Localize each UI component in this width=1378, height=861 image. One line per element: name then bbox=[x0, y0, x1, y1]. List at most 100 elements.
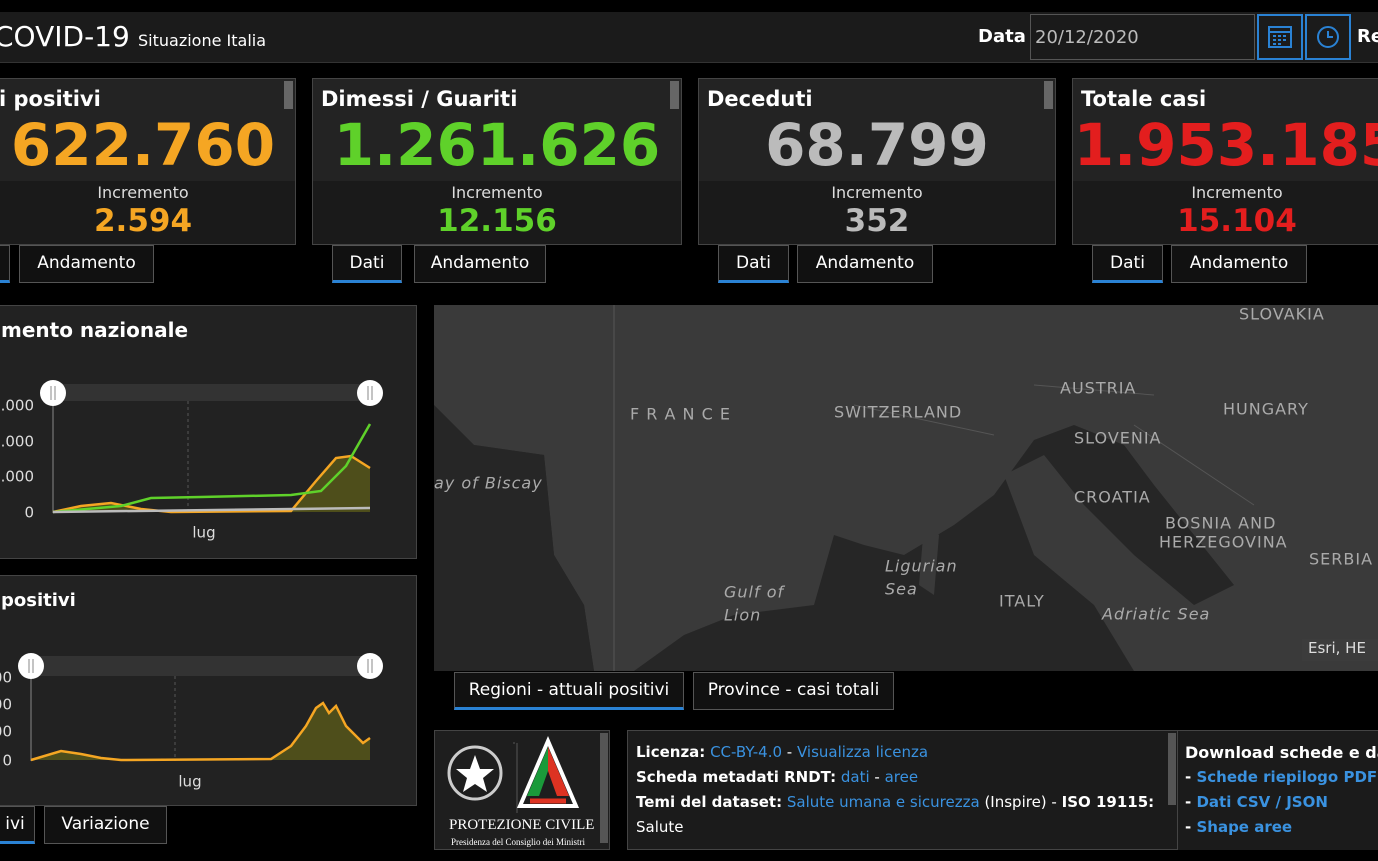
shape bbox=[31, 656, 370, 676]
map-label: ay of Biscay bbox=[434, 474, 543, 493]
tab[interactable]: Dati bbox=[332, 245, 402, 283]
x-tick-label: lug bbox=[178, 773, 201, 791]
date-input[interactable]: 20/12/2020 bbox=[1030, 14, 1255, 60]
info-line: Temi del dataset: Salute umana e sicurez… bbox=[636, 793, 1169, 818]
y-tick-label: .000 bbox=[1, 468, 34, 486]
y-tick-label: .000 bbox=[1, 433, 34, 451]
tab: ivi bbox=[0, 806, 35, 844]
card-title: i positivi bbox=[0, 87, 101, 111]
card-title: Deceduti bbox=[707, 87, 813, 111]
map-label: CROATIA bbox=[1074, 488, 1151, 507]
attribution: Esri, HE bbox=[1302, 639, 1378, 661]
shape bbox=[527, 747, 548, 796]
tab[interactable] bbox=[0, 245, 10, 283]
bullet: - bbox=[1185, 768, 1191, 786]
app-title: COVID-19 bbox=[0, 20, 130, 53]
scrollbar bbox=[284, 81, 293, 109]
link[interactable]: dati bbox=[841, 768, 870, 786]
map-label: SLOVENIA bbox=[1074, 429, 1162, 448]
link[interactable]: CC-BY-4.0 bbox=[710, 743, 782, 761]
card-title: Dimessi / Guariti bbox=[321, 87, 517, 111]
shape bbox=[40, 380, 66, 406]
app-subtitle: Situazione Italia bbox=[138, 31, 266, 50]
separator: - bbox=[782, 743, 797, 761]
link[interactable]: Schede riepilogo PDF bbox=[1196, 768, 1377, 786]
y-tick-label: 00 bbox=[0, 669, 12, 687]
tab[interactable]: Andamento bbox=[797, 245, 933, 283]
scrollbar bbox=[1168, 733, 1176, 805]
y-tick-label: .000 bbox=[1, 397, 34, 415]
download-item: - Shape aree bbox=[1185, 818, 1371, 843]
shape bbox=[18, 653, 44, 679]
map-label: Ligurian bbox=[885, 557, 958, 576]
x-tick-label: lug bbox=[192, 524, 215, 542]
y-tick-label: 00 bbox=[0, 696, 12, 714]
tab: Variazione bbox=[44, 806, 167, 844]
stat-card: Deceduti68.799Incremento352 bbox=[698, 78, 1056, 245]
shape bbox=[1328, 31, 1333, 37]
tab[interactable]: Andamento bbox=[19, 245, 154, 283]
scrollbar bbox=[670, 81, 679, 109]
map[interactable]: SLOVAKIAF R A N C ESWITZERLANDAUSTRIAHUN… bbox=[434, 305, 1378, 671]
increment-value: 2.594 bbox=[0, 203, 295, 239]
label: Licenza: bbox=[636, 743, 705, 761]
cut-label: Re bbox=[1357, 26, 1378, 47]
link[interactable]: Dati CSV / JSON bbox=[1196, 793, 1327, 811]
tab[interactable]: Dati bbox=[1092, 245, 1163, 283]
map-label: BOSNIA AND bbox=[1165, 514, 1276, 533]
link[interactable]: Visualizza licenza bbox=[797, 743, 928, 761]
y-tick-label: 0 bbox=[24, 504, 34, 522]
logo-name: PROTEZIONE CIVILE bbox=[449, 817, 594, 834]
stat-card: Dimessi / Guariti1.261.626Incremento12.1… bbox=[312, 78, 682, 245]
map-canvas: SLOVAKIAF R A N C ESWITZERLANDAUSTRIAHUN… bbox=[434, 305, 1378, 671]
map-label: SERBIA bbox=[1309, 550, 1373, 569]
tab[interactable]: Dati bbox=[718, 245, 789, 283]
stat-card: Totale casi1.953.185Incremento15.104 bbox=[1072, 78, 1378, 245]
date-label: Data bbox=[978, 26, 1026, 47]
scrollbar bbox=[1044, 81, 1053, 109]
link[interactable]: aree bbox=[885, 768, 919, 786]
map-label: SWITZERLAND bbox=[834, 403, 962, 422]
tab: Province - casi totali bbox=[693, 672, 894, 710]
label: Temi del dataset: bbox=[636, 793, 782, 811]
calendar-button[interactable] bbox=[1257, 14, 1303, 60]
download-item: - Dati CSV / JSON bbox=[1185, 793, 1371, 818]
stat-card: i positivi622.760 Incremento2.594 bbox=[0, 78, 296, 245]
positives-chart: 0000000lug bbox=[0, 576, 416, 805]
calendar-icon bbox=[1259, 16, 1301, 58]
increment-label: Incremento bbox=[0, 183, 295, 202]
card-title: Totale casi bbox=[1081, 87, 1206, 111]
text: (Inspire) - bbox=[984, 793, 1056, 811]
increment-label: Incremento bbox=[313, 183, 681, 202]
map-label: Lion bbox=[724, 606, 761, 625]
info-panel: Licenza: CC-BY-4.0 - Visualizza licenza … bbox=[627, 730, 1178, 850]
download-item: - Schede riepilogo PDF bbox=[1185, 768, 1371, 793]
tab[interactable]: Andamento bbox=[1171, 245, 1307, 283]
shape bbox=[357, 653, 383, 679]
separator: - bbox=[870, 768, 885, 786]
logos bbox=[435, 731, 605, 816]
increment-value: 12.156 bbox=[313, 203, 681, 239]
time-button[interactable] bbox=[1305, 14, 1351, 60]
shape: 0000000lug bbox=[0, 669, 202, 791]
link[interactable]: Salute umana e sicurezza bbox=[787, 793, 980, 811]
shape bbox=[513, 743, 517, 813]
trend-panel: mento nazionale .000.000.0000lug bbox=[0, 305, 417, 559]
tab[interactable]: Andamento bbox=[414, 245, 546, 283]
map-label: SLOVAKIA bbox=[1239, 305, 1325, 324]
map-label: ITALY bbox=[999, 592, 1045, 611]
header: COVID-19 Situazione Italia Data 20/12/20… bbox=[0, 12, 1378, 63]
map-label: HERZEGOVINA bbox=[1159, 533, 1288, 552]
bullet: - bbox=[1185, 793, 1191, 811]
tab: Regioni - attuali positivi bbox=[454, 672, 684, 710]
link[interactable]: Shape aree bbox=[1196, 818, 1292, 836]
map-label: F R A N C E bbox=[630, 405, 731, 424]
increment-value: 352 bbox=[699, 203, 1055, 239]
shape bbox=[357, 380, 383, 406]
shape bbox=[53, 384, 370, 401]
map-label: Sea bbox=[885, 580, 918, 599]
label: Scheda metadati RNDT: bbox=[636, 768, 836, 786]
card-value: 622.760 bbox=[0, 111, 295, 179]
clock-icon bbox=[1307, 16, 1349, 58]
